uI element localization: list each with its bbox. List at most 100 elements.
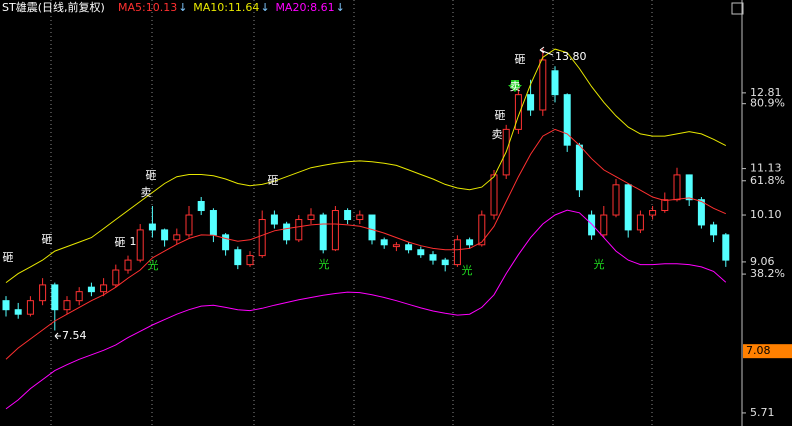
candle-body <box>563 94 571 146</box>
candle-body <box>14 309 22 315</box>
candle-body <box>466 239 474 246</box>
ma-line <box>5 48 727 284</box>
fib-tick-label: 61.8% <box>750 174 785 187</box>
candle-body <box>405 244 413 251</box>
candle-body <box>63 300 71 311</box>
annotation: 光 <box>462 263 473 277</box>
candle-body <box>173 234 181 241</box>
annotation: 砸 <box>515 53 526 66</box>
legend-arrow: ↓ <box>260 1 269 14</box>
candle-body <box>527 94 535 111</box>
annotation: 砸 <box>115 236 126 249</box>
candle-body <box>612 184 620 216</box>
candle-body <box>624 184 632 231</box>
candle-body <box>148 223 156 231</box>
candle-body <box>441 259 449 266</box>
candle-body <box>380 239 388 246</box>
candle-body <box>26 300 34 315</box>
candle-body <box>124 259 132 271</box>
annotation: 7.54 <box>62 329 87 342</box>
candle-body <box>222 234 230 251</box>
candle-body <box>575 144 583 191</box>
buy-arrow-icon <box>508 80 522 92</box>
annotation: 卖 <box>510 80 521 93</box>
annotation: 卖 <box>492 128 503 141</box>
candle-body <box>600 214 608 236</box>
fib-tick-label: 38.2% <box>750 267 785 280</box>
candle-body <box>429 254 437 261</box>
candle-body <box>87 286 95 293</box>
window-button[interactable] <box>731 2 744 15</box>
candle-body <box>722 234 730 261</box>
candle-body <box>478 214 486 246</box>
ma-line <box>5 128 727 360</box>
candle-body <box>295 219 303 241</box>
candle-body <box>234 249 242 266</box>
candle-body <box>112 269 120 286</box>
candle-body <box>697 199 705 226</box>
candle-body <box>514 94 522 130</box>
ma-line <box>5 209 727 410</box>
legend-arrow: ↓ <box>336 1 345 14</box>
y-tick-label: 12.81 <box>750 86 782 99</box>
y-tick-label: 11.13 <box>750 162 782 175</box>
candle-body <box>649 210 657 216</box>
candle-body <box>368 214 376 241</box>
last-price-box <box>743 344 792 359</box>
candle-body <box>490 174 498 216</box>
annotation: 1 <box>130 235 137 248</box>
legend-label: MA20:8.61 <box>275 1 334 14</box>
candle-body <box>661 199 669 212</box>
annotation: 光 <box>148 258 159 272</box>
separators <box>50 0 653 426</box>
legend-label: MA10:11.64 <box>193 1 259 14</box>
candle-body <box>307 214 315 221</box>
candle-body <box>75 291 83 302</box>
candle-body <box>551 70 559 96</box>
y-tick-label: 9.06 <box>750 255 775 268</box>
candle-body <box>258 219 266 257</box>
candle-body <box>319 214 327 251</box>
candle-body <box>710 224 718 236</box>
candle-body <box>392 244 400 248</box>
annotation: 砸 <box>42 233 53 246</box>
y-tick-label: 10.10 <box>750 208 782 221</box>
pointer <box>54 332 61 340</box>
candle-body <box>209 210 217 236</box>
candle-body <box>197 201 205 212</box>
candle-body <box>2 300 10 311</box>
annotation: 光 <box>594 257 605 271</box>
candle-body <box>100 284 108 293</box>
candle-body <box>539 59 547 111</box>
annotation: 砸 <box>3 251 14 264</box>
candle-body <box>356 214 364 221</box>
candle-body <box>588 214 596 236</box>
candle-body <box>39 284 47 302</box>
candle-body <box>185 214 193 236</box>
fib-tick-label: 80.9% <box>750 97 785 110</box>
candle-body <box>246 255 254 266</box>
last-price-label: 7.08 <box>746 344 771 357</box>
candle-body <box>344 210 352 221</box>
candle-body <box>136 229 144 261</box>
pointer <box>539 46 554 56</box>
annotation: 砸 <box>495 109 506 122</box>
y-tick-label: 5.71 <box>750 406 775 419</box>
legend-label: MA5:10.13 <box>118 1 177 14</box>
candle-body <box>270 214 278 225</box>
candle-body <box>161 229 169 241</box>
candle-body <box>673 174 681 201</box>
annotation: 光 <box>319 257 330 271</box>
annotation: 砸 <box>268 174 279 187</box>
candle-body <box>417 249 425 256</box>
candle-body <box>283 223 291 241</box>
annotation: 卖 <box>141 186 152 199</box>
annotation: 砸 <box>146 169 157 182</box>
annotation: 13.80 <box>555 50 587 63</box>
candle-body <box>331 210 339 251</box>
candle-body <box>636 214 644 231</box>
candle-body <box>51 284 59 311</box>
chart-title: ST雄震(日线,前复权) <box>2 0 105 14</box>
